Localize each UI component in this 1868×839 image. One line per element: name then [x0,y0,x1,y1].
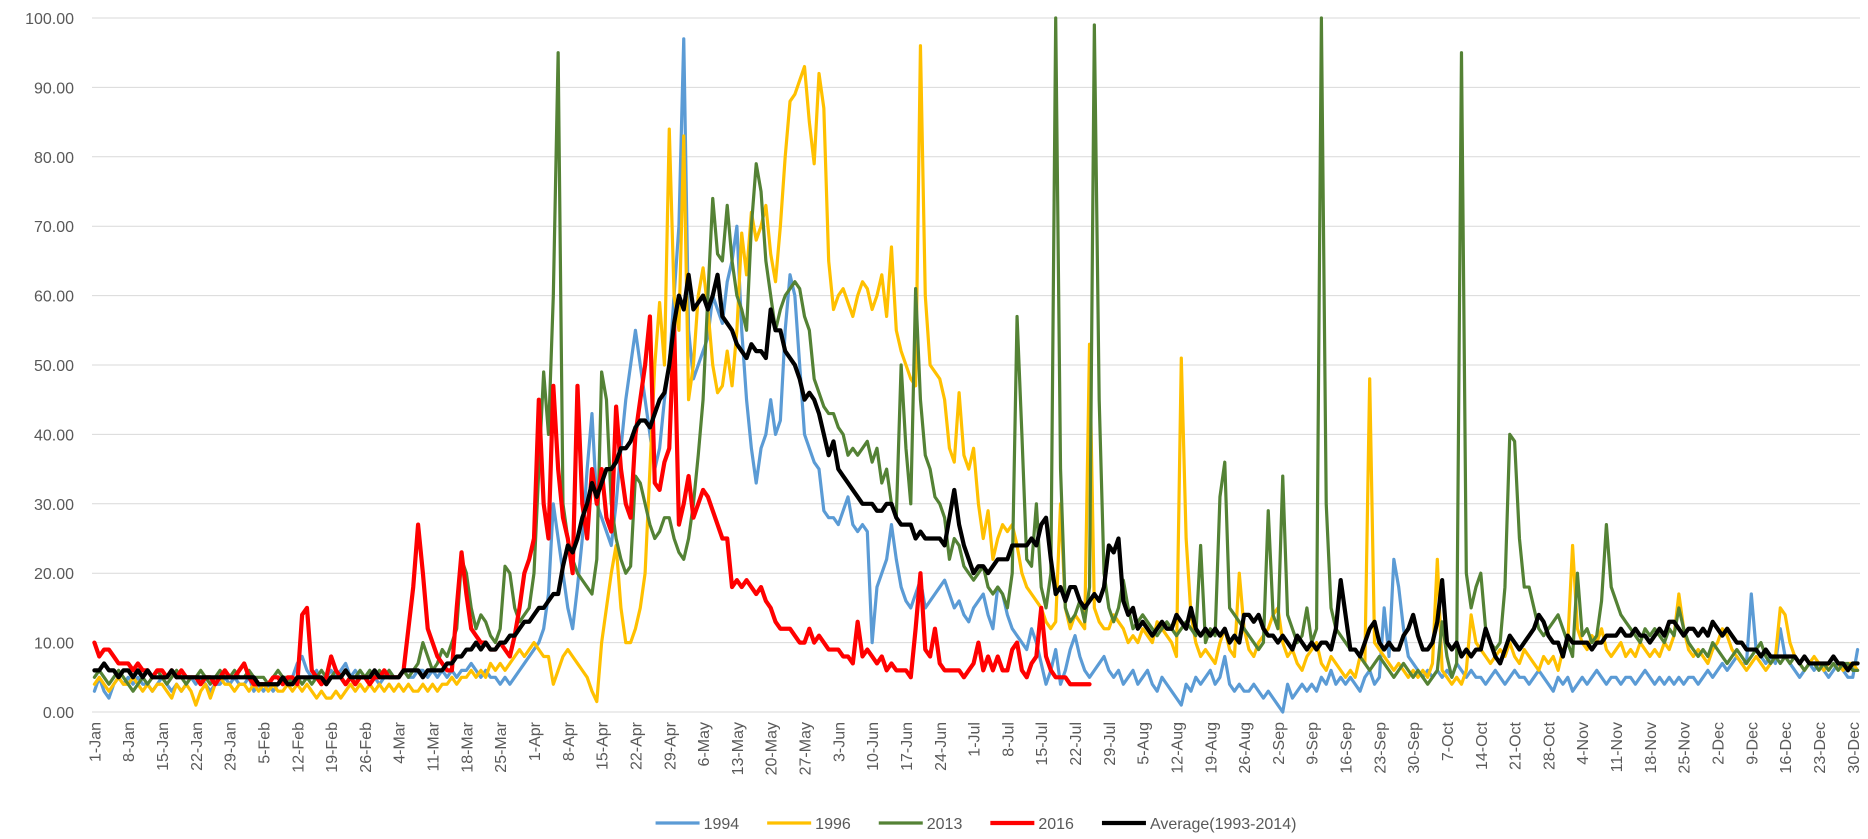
y-tick-label: 70.00 [34,219,74,236]
x-tick-label: 26-Aug [1237,722,1254,774]
x-tick-label: 5-Feb [256,722,273,764]
x-tick-label: 16-Sep [1339,722,1356,774]
x-tick-label: 23-Sep [1372,722,1389,774]
x-tick-label: 11-Mar [426,721,443,771]
x-tick-label: 26-Feb [358,722,375,773]
x-tick-label: 24-Jun [933,722,950,771]
series-line [92,272,1860,687]
x-tick-label: 27-May [798,722,815,775]
legend-label: 2016 [1038,816,1074,833]
x-tick-label: 19-Aug [1203,722,1220,774]
x-tick-label: 6-May [696,722,713,766]
y-tick-label: 100.00 [25,11,74,28]
x-tick-label: 22-Jan [189,722,206,771]
x-tick-label: 8-Jan [121,722,138,762]
x-tick-label: 13-May [730,722,747,775]
x-tick-label: 29-Jan [223,722,240,771]
x-tick-label: 12-Feb [290,722,307,773]
x-tick-label: 18-Nov [1643,722,1660,774]
x-tick-label: 15-Jul [1034,722,1051,766]
x-tick-label: 2-Dec [1710,722,1727,765]
y-tick-label: 20.00 [34,566,74,583]
legend-label: 1996 [815,816,851,833]
y-tick-label: 80.00 [34,150,74,167]
x-tick-label: 17-Jun [899,722,916,771]
x-tick-label: 15-Jan [155,722,172,771]
x-tick-label: 10-Jun [865,722,882,771]
x-tick-label: 18-Mar [459,721,476,772]
x-tick-label: 29-Apr [662,721,679,770]
x-tick-label: 1-Jul [967,722,984,757]
legend-item: 2013 [878,816,963,833]
x-tick-label: 11-Nov [1609,722,1626,772]
legend: 1994 1996 2013 2016 Average(1993-2014) [655,816,1296,833]
x-tick-label: 22-Jul [1068,722,1085,766]
x-tick-label: 22-Apr [628,721,645,770]
y-tick-label: 50.00 [34,358,74,375]
x-tick-label: 16-Dec [1778,722,1795,774]
series-line [92,37,1860,714]
x-tick-label: 9-Sep [1305,722,1322,765]
x-tick-label: 9-Dec [1744,722,1761,765]
x-tick-label: 1-Apr [527,721,544,761]
legend-item: Average(1993-2014) [1101,816,1296,833]
x-tick-label: 8-Apr [561,721,578,761]
series-line [92,16,1860,693]
x-tick-label: 30-Sep [1406,722,1423,774]
x-tick-label: 30-Dec [1846,722,1863,774]
series-line [92,314,1092,687]
legend-label: Average(1993-2014) [1150,816,1296,833]
legend-label: 1994 [704,816,740,833]
x-tick-label: 8-Jul [1000,722,1017,757]
y-tick-label: 0.00 [43,705,74,722]
x-tick-label: 1-Jan [87,722,104,762]
x-tick-label: 19-Feb [324,722,341,773]
y-tick-label: 30.00 [34,497,74,514]
x-tick-label: 12-Aug [1169,722,1186,774]
x-tick-label: 2-Sep [1271,722,1288,765]
x-tick-label: 21-Oct [1508,721,1525,770]
x-tick-label: 14-Oct [1474,721,1491,770]
x-tick-label: 15-Apr [595,721,612,770]
legend-item: 1996 [767,816,851,833]
x-tick-label: 4-Mar [392,721,409,763]
y-tick-label: 60.00 [34,289,74,306]
y-tick-label: 10.00 [34,636,74,653]
x-tick-label: 5-Aug [1136,722,1153,765]
x-tick-label: 28-Oct [1541,721,1558,770]
x-tick-label: 4-Nov [1575,722,1592,765]
y-tick-label: 90.00 [34,80,74,97]
x-tick-label: 23-Dec [1812,722,1829,774]
x-tick-label: 3-Jun [831,722,848,762]
legend-label: 2013 [927,816,963,833]
x-tick-label: 20-May [764,722,781,775]
legend-item: 1994 [655,816,740,833]
y-tick-label: 40.00 [34,427,74,444]
x-tick-label: 7-Oct [1440,721,1457,761]
x-tick-label: 29-Jul [1102,722,1119,766]
x-tick-label: 25-Nov [1677,722,1694,774]
legend-item: 2016 [990,816,1074,833]
x-tick-label: 25-Mar [493,721,510,772]
